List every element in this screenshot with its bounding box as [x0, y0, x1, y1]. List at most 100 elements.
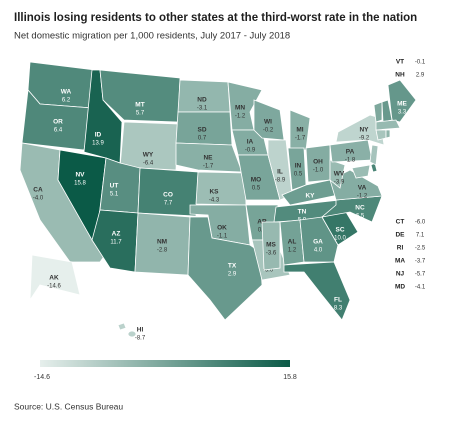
state [369, 144, 379, 166]
state-value: 0.7 [198, 136, 207, 142]
state-value: 8.3 [334, 306, 343, 312]
state [329, 159, 346, 189]
state-value: -14.6 [47, 284, 61, 290]
state-value: 0.5 [252, 186, 261, 192]
legend-max: 15.8 [283, 374, 297, 381]
state-value: 7.7 [164, 201, 173, 207]
state-value: 3.3 [398, 110, 407, 116]
state-abbr: UT [110, 183, 119, 190]
state-value: 5.7 [136, 111, 145, 117]
state-abbr: NC [355, 205, 365, 212]
state [375, 119, 401, 131]
state-value: 0.5 [294, 172, 303, 178]
title: Illinois losing residents to other state… [14, 12, 417, 24]
state-abbr: WA [61, 89, 72, 96]
state-abbr: ID [95, 132, 102, 139]
state-abbr: FL [334, 297, 342, 304]
source: Source: U.S. Census Bureau [14, 401, 123, 411]
state-value: -3.1 [197, 106, 208, 112]
state-value: -3.6 [266, 251, 277, 257]
state-value: -1.2 [357, 194, 368, 200]
state [99, 69, 181, 123]
state-value: -2.8 [157, 248, 168, 254]
state-abbr: CO [163, 192, 173, 199]
state [195, 171, 247, 206]
state-abbr: AZ [112, 231, 121, 238]
state-abbr: RI [397, 245, 404, 252]
state [385, 129, 391, 139]
state-abbr: CT [396, 219, 405, 226]
state-abbr: MT [135, 102, 144, 109]
state-abbr: DE [395, 232, 405, 239]
state-abbr: SC [335, 227, 344, 234]
state-value: -4.0 [33, 196, 44, 202]
state-abbr: WI [264, 119, 272, 126]
state-abbr: VT [396, 59, 404, 66]
state [351, 164, 371, 179]
state-value: -4.3 [209, 198, 220, 204]
hawaii-island [127, 330, 137, 338]
map: WA 6.2 OR 6.4 CA -4.0 NV 15.8 ID 13.9 MT 5.7 WY -6.4 U… [19, 59, 426, 342]
state [375, 129, 387, 141]
state [299, 216, 339, 263]
subtitle: Net domestic migration per 1,000 residen… [14, 31, 290, 42]
state-abbr: IN [295, 163, 302, 170]
state-value: -0.2 [263, 128, 274, 134]
state-abbr: MD [395, 284, 405, 291]
state-value: 4.0 [314, 248, 323, 254]
state [373, 101, 383, 123]
state-value: -1.8 [345, 158, 356, 164]
state-abbr: OR [53, 119, 63, 126]
state [335, 114, 385, 146]
state-abbr: NY [359, 127, 369, 134]
legend-min: -14.6 [34, 374, 50, 381]
state [261, 221, 281, 271]
state [91, 209, 139, 273]
state-value: -0.9 [245, 148, 256, 154]
state [119, 121, 179, 171]
state [227, 81, 263, 131]
state-abbr: NH [395, 72, 405, 79]
state-value: -6.0 [415, 220, 426, 226]
state-value: -1.2 [235, 114, 246, 120]
state-abbr: OK [217, 225, 227, 232]
state-abbr: MI [296, 127, 303, 134]
legend-bar [40, 360, 290, 367]
state-abbr: NM [157, 239, 167, 246]
state-value: -0.1 [415, 60, 426, 66]
state-value: 1.2 [288, 248, 297, 254]
state-abbr: MN [235, 105, 245, 112]
state-value: 15.8 [74, 181, 86, 187]
state-value: -4.1 [415, 285, 426, 291]
state-abbr: MS [266, 242, 276, 249]
state-abbr: VA [358, 185, 367, 192]
state [329, 169, 383, 201]
state-abbr: SD [197, 127, 206, 134]
state-abbr: IA [247, 139, 254, 146]
state-abbr: AK [49, 275, 59, 282]
state-abbr: TX [228, 263, 237, 270]
state-abbr: KS [209, 189, 219, 196]
state-value: -1.7 [295, 136, 306, 142]
state [99, 157, 141, 214]
state-value: 13.9 [92, 141, 104, 147]
state-value: 11.7 [110, 240, 122, 246]
state-value: -6.4 [143, 161, 154, 167]
state-abbr: MA [395, 258, 405, 265]
state-abbr: IL [277, 169, 283, 176]
state-value: -1.0 [313, 168, 324, 174]
state-value: 2.9 [228, 272, 237, 278]
state-value: 6.5 [356, 214, 365, 220]
state-value: -8.7 [135, 336, 146, 342]
state-abbr: ME [397, 101, 407, 108]
state-value: 10.0 [334, 236, 346, 242]
state-value: 2.9 [416, 73, 425, 79]
state-value: -5.7 [415, 272, 426, 278]
state-abbr: WV [334, 171, 345, 178]
state-value: -2.5 [415, 246, 426, 252]
state-abbr: OH [313, 159, 323, 166]
state-abbr: KY [305, 193, 315, 200]
state-abbr: MO [251, 177, 261, 184]
state-value: -8.9 [275, 178, 286, 184]
